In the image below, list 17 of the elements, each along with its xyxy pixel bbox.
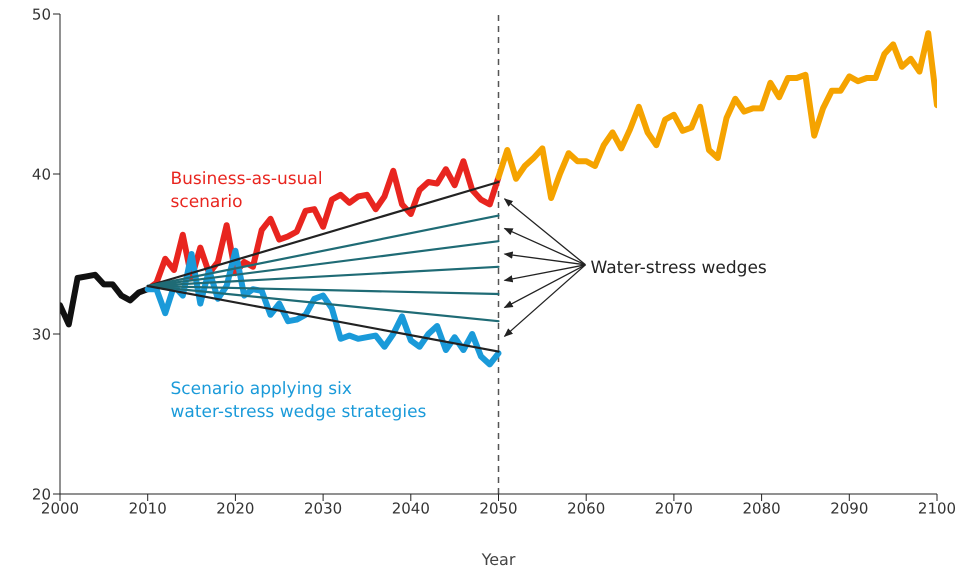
x-tick-label: 2090 [830, 500, 868, 518]
y-tick-label: 30 [32, 325, 51, 344]
x-tick-label: 2030 [304, 500, 342, 518]
x-tick-label: 2080 [742, 500, 781, 518]
x-axis-title: Year [480, 550, 516, 569]
annotation: Water-stress wedges [590, 258, 767, 278]
x-tick-label: 2040 [392, 500, 430, 518]
x-tick-label: 2060 [567, 500, 606, 518]
series-label: Business-as-usual scenario [170, 169, 323, 212]
x-tick-label: 2100 [918, 500, 956, 518]
x-tick-label: 2020 [216, 500, 254, 518]
y-tick-label: 50 [32, 5, 51, 24]
x-tick-label: 2010 [128, 500, 167, 518]
x-tick-label: 2050 [479, 500, 518, 518]
x-tick-label: 2070 [654, 500, 693, 518]
series-label: Scenario applying six water-stress wedge strategies [170, 379, 427, 422]
y-tick-label: 40 [32, 165, 51, 184]
